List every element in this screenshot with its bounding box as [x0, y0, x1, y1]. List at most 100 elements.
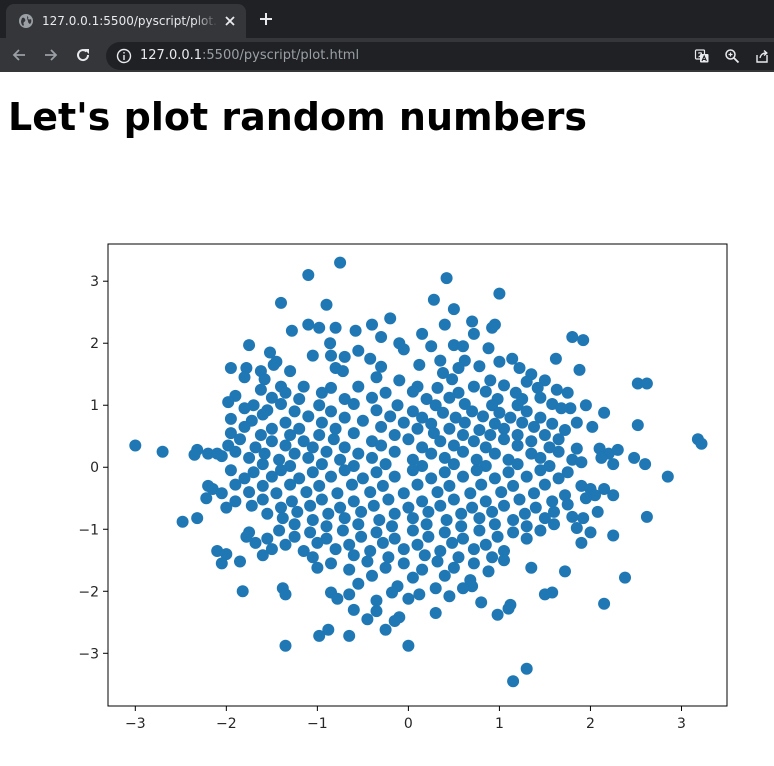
y-tick-label: 2: [90, 336, 99, 352]
scatter-point: [254, 383, 267, 396]
scatter-point: [525, 561, 538, 574]
scatter-point: [555, 402, 568, 415]
scatter-point: [438, 466, 451, 479]
scatter-point: [534, 464, 547, 477]
scatter-point: [507, 514, 520, 526]
scatter-point: [437, 367, 449, 379]
scatter-point: [366, 451, 378, 464]
scatter-point: [484, 429, 497, 441]
scatter-point: [200, 492, 213, 505]
translate-icon[interactable]: [694, 48, 710, 64]
scatter-point: [534, 524, 547, 537]
scatter-point: [546, 586, 559, 599]
scatter-point: [382, 551, 395, 564]
scatter-point: [458, 416, 471, 429]
scatter-point: [229, 445, 242, 458]
scatter-point: [493, 406, 506, 419]
scatter-point: [265, 470, 278, 483]
scatter-point: [388, 507, 401, 520]
scatter-point: [188, 448, 201, 461]
scatter-point: [449, 411, 462, 424]
scatter-point: [388, 532, 401, 545]
scatter-point: [325, 405, 337, 418]
scatter-point: [477, 410, 489, 423]
reload-icon[interactable]: [74, 46, 92, 64]
scatter-point: [265, 543, 278, 556]
scatter-point: [243, 451, 256, 464]
scatter-point: [306, 441, 319, 454]
scatter-point: [320, 298, 333, 311]
scatter-point: [447, 339, 460, 352]
url-host: 127.0.0.1: [140, 48, 203, 63]
scatter-point: [422, 530, 435, 543]
scatter-point: [370, 605, 383, 618]
scatter-point: [238, 371, 251, 384]
scatter-point: [457, 429, 469, 441]
scatter-point: [397, 416, 410, 429]
scatter-point: [347, 603, 360, 616]
scatter-point: [511, 399, 524, 412]
scatter-point: [598, 483, 611, 495]
scatter-point: [258, 447, 271, 460]
scatter-point: [411, 478, 424, 491]
scatter-point: [479, 495, 492, 508]
scatter-point: [546, 417, 559, 430]
scatter-point: [325, 470, 337, 483]
y-tick-label: 0: [90, 460, 99, 476]
scatter-point: [486, 505, 499, 518]
scatter-point: [438, 451, 451, 464]
address-bar[interactable]: 127.0.0.1:5500/pyscript/plot.html: [106, 42, 774, 70]
scatter-point: [202, 447, 215, 460]
scatter-point: [297, 435, 310, 448]
scatter-point: [352, 380, 365, 393]
scatter-point: [375, 439, 388, 452]
scatter-point: [288, 530, 301, 543]
scatter-point: [256, 479, 269, 492]
scatter-point: [561, 466, 574, 479]
scatter-point: [498, 499, 510, 512]
zoom-icon[interactable]: [724, 48, 740, 64]
scatter-point: [397, 343, 410, 356]
scatter-point: [566, 510, 579, 523]
scatter-point: [386, 586, 398, 599]
scatter-point: [520, 520, 533, 533]
scatter-point: [479, 441, 492, 454]
scatter-point: [191, 512, 204, 525]
scatter-point: [548, 505, 560, 518]
scatter-point: [240, 362, 253, 374]
scatter-point: [549, 352, 562, 365]
scatter-point: [457, 582, 469, 595]
scatter-point: [229, 478, 242, 491]
browser-tab[interactable]: 127.0.0.1:5500/pyscript/plot.html: [6, 4, 246, 38]
scatter-point: [511, 458, 524, 471]
share-icon[interactable]: [754, 48, 770, 64]
scatter-point: [422, 505, 435, 518]
scatter-point: [431, 486, 444, 499]
scatter-point: [324, 337, 337, 350]
scatter-point: [570, 522, 583, 534]
browser-toolbar: 127.0.0.1:5500/pyscript/plot.html: [0, 38, 774, 72]
info-icon[interactable]: [116, 48, 132, 64]
scatter-point: [495, 486, 508, 499]
scatter-point: [425, 417, 438, 430]
scatter-point: [370, 371, 383, 384]
scatter-point: [511, 439, 524, 452]
forward-arrow-icon[interactable]: [42, 46, 60, 64]
scatter-point: [234, 555, 246, 568]
scatter-point: [466, 580, 479, 593]
scatter-point: [427, 293, 440, 306]
plus-icon[interactable]: [256, 9, 276, 29]
scatter-point: [343, 588, 356, 601]
close-icon[interactable]: [222, 13, 238, 29]
scatter-point: [211, 545, 224, 557]
scatter-point: [215, 450, 228, 463]
scatter-point: [457, 445, 469, 458]
scatter-point: [343, 563, 356, 576]
scatter-point: [279, 639, 292, 652]
scatter-point: [455, 520, 468, 533]
scatter-point: [575, 536, 588, 549]
scatter-point: [336, 365, 349, 378]
scatter-point: [313, 629, 326, 642]
back-arrow-icon[interactable]: [10, 46, 28, 64]
scatter-point: [376, 536, 389, 549]
